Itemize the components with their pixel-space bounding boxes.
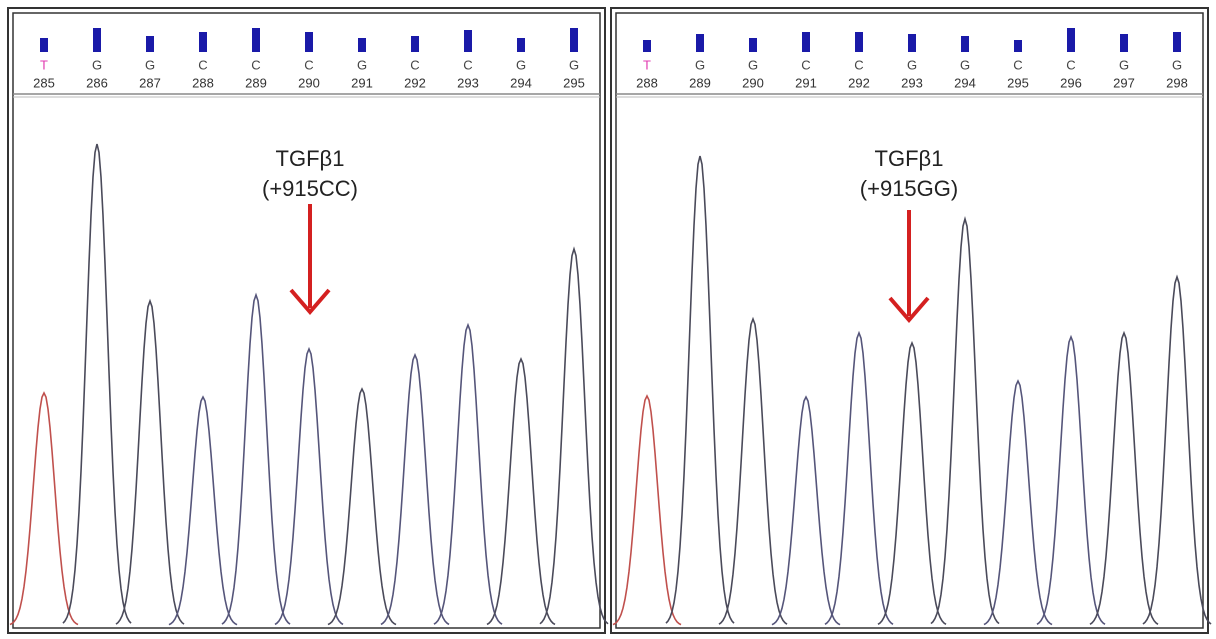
trace-peak — [984, 381, 1052, 625]
base-call: G — [145, 57, 155, 72]
base-call: G — [1119, 57, 1129, 72]
quality-bar — [411, 36, 419, 52]
quality-bar — [643, 40, 651, 52]
quality-bar — [146, 36, 154, 52]
panel-frame-inner — [13, 13, 600, 628]
trace-peak — [878, 343, 946, 624]
quality-bar — [93, 28, 101, 52]
base-call: G — [1172, 57, 1182, 72]
base-call: G — [960, 57, 970, 72]
quality-bar — [40, 38, 48, 52]
annotation-genotype: (+915GG) — [860, 176, 958, 201]
base-call: G — [357, 57, 367, 72]
base-call: G — [907, 57, 917, 72]
base-position: 293 — [901, 75, 923, 90]
base-position: 288 — [636, 75, 658, 90]
base-call: C — [410, 57, 419, 72]
trace-peak — [825, 333, 893, 624]
trace-peak — [540, 249, 608, 624]
base-call: C — [854, 57, 863, 72]
quality-bar — [464, 30, 472, 52]
quality-bar — [908, 34, 916, 52]
trace-peak — [613, 396, 681, 625]
base-call: T — [643, 57, 651, 72]
quality-bar — [802, 32, 810, 52]
quality-bar — [199, 32, 207, 52]
quality-bar — [1173, 32, 1181, 52]
panel-frame — [8, 8, 605, 633]
trace-peak — [1090, 333, 1158, 624]
chromatogram-figure: T 285 G 286 G 287 C 288 C 289 C 290 G 291 C 292 C 293 G 294… — [0, 0, 1216, 639]
quality-bar — [696, 34, 704, 52]
quality-bar — [961, 36, 969, 52]
trace-peak — [222, 295, 290, 624]
base-call: C — [1066, 57, 1075, 72]
quality-bar — [517, 38, 525, 52]
base-position: 289 — [689, 75, 711, 90]
base-position: 293 — [457, 75, 479, 90]
quality-bar — [855, 32, 863, 52]
base-position: 292 — [848, 75, 870, 90]
quality-bar — [305, 32, 313, 52]
trace-peak — [434, 325, 502, 624]
trace-peak — [1143, 277, 1211, 624]
trace-peak — [666, 156, 734, 623]
base-position: 290 — [742, 75, 764, 90]
trace-peak — [772, 397, 840, 625]
base-position: 298 — [1166, 75, 1188, 90]
base-call: C — [198, 57, 207, 72]
trace-peak — [719, 319, 787, 624]
trace-peak — [169, 397, 237, 625]
trace-peak — [381, 355, 449, 624]
quality-bar — [358, 38, 366, 52]
trace-peak — [931, 219, 999, 624]
base-call: T — [40, 57, 48, 72]
base-call: G — [748, 57, 758, 72]
trace-peak — [275, 349, 343, 624]
trace-peak — [328, 389, 396, 625]
base-call: C — [251, 57, 260, 72]
base-position: 295 — [1007, 75, 1029, 90]
base-position: 296 — [1060, 75, 1082, 90]
base-position: 291 — [795, 75, 817, 90]
quality-bar — [749, 38, 757, 52]
trace-peak — [63, 144, 131, 623]
annotation-title: TGFβ1 — [276, 146, 345, 171]
trace-peak — [116, 301, 184, 624]
base-position: 295 — [563, 75, 585, 90]
base-call: C — [801, 57, 810, 72]
base-position: 294 — [510, 75, 532, 90]
base-call: G — [92, 57, 102, 72]
base-position: 289 — [245, 75, 267, 90]
base-position: 294 — [954, 75, 976, 90]
trace-peak — [1037, 337, 1105, 624]
base-call: C — [463, 57, 472, 72]
base-call: G — [569, 57, 579, 72]
base-call: G — [695, 57, 705, 72]
quality-bar — [252, 28, 260, 52]
quality-bar — [1120, 34, 1128, 52]
annotation-title: TGFβ1 — [875, 146, 944, 171]
annotation-genotype: (+915CC) — [262, 176, 358, 201]
quality-bar — [570, 28, 578, 52]
base-position: 288 — [192, 75, 214, 90]
trace-peak — [10, 393, 78, 625]
base-call: C — [304, 57, 313, 72]
base-call: G — [516, 57, 526, 72]
base-position: 291 — [351, 75, 373, 90]
base-position: 292 — [404, 75, 426, 90]
base-position: 285 — [33, 75, 55, 90]
base-call: C — [1013, 57, 1022, 72]
base-position: 286 — [86, 75, 108, 90]
base-position: 297 — [1113, 75, 1135, 90]
base-position: 290 — [298, 75, 320, 90]
trace-peak — [487, 359, 555, 624]
quality-bar — [1014, 40, 1022, 52]
quality-bar — [1067, 28, 1075, 52]
base-position: 287 — [139, 75, 161, 90]
